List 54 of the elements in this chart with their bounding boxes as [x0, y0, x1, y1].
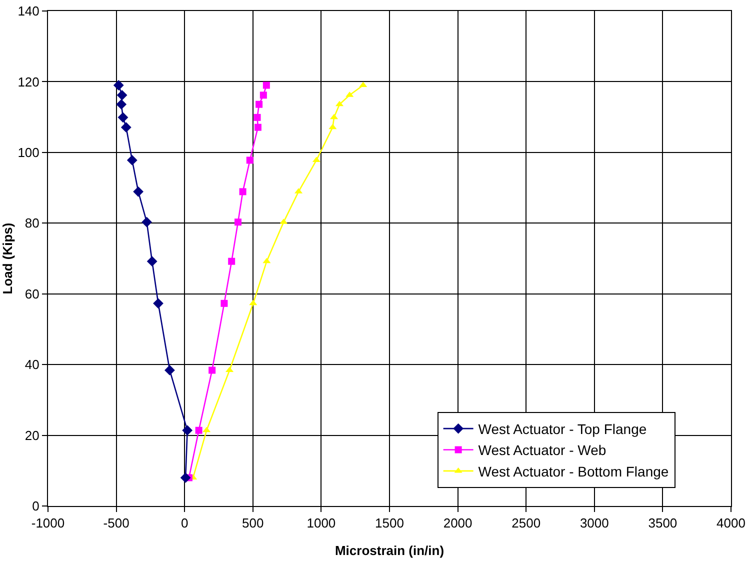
point	[153, 298, 164, 309]
point	[202, 426, 211, 432]
x-tick-label: 1000	[306, 516, 336, 531]
point	[116, 99, 127, 110]
point	[254, 124, 262, 131]
y-axis-title: Load (Kips)	[0, 222, 15, 294]
legend-label: West Actuator - Top Flange	[478, 421, 647, 438]
x-tick-label: -1000	[31, 516, 65, 531]
y-tick-label: 100	[18, 144, 40, 160]
x-tick-label: -500	[103, 516, 130, 531]
point	[254, 114, 261, 121]
point	[228, 258, 236, 265]
point	[146, 256, 158, 267]
point	[330, 114, 338, 120]
legend-label: West Actuator - Bottom Flange	[478, 463, 669, 480]
legend-label: West Actuator - Web	[478, 442, 606, 458]
x-tick-label: 0	[180, 516, 188, 531]
y-tick-label: 140	[18, 4, 40, 19]
point	[239, 188, 246, 196]
y-tick-label: 20	[24, 428, 40, 443]
y-tick-label: 40	[24, 357, 40, 372]
point	[182, 425, 193, 436]
y-tick-label: 120	[18, 74, 40, 90]
y-tick-label: 60	[24, 286, 40, 302]
point	[246, 156, 254, 164]
point	[256, 100, 263, 108]
point	[328, 124, 337, 130]
point	[195, 426, 202, 434]
point	[126, 155, 138, 166]
x-tick-label: 500	[242, 516, 264, 531]
point	[249, 300, 258, 306]
x-axis-title: Microstrain (in/in)	[334, 543, 444, 558]
point	[234, 218, 242, 226]
point	[262, 82, 270, 89]
point	[113, 80, 124, 90]
point	[180, 472, 191, 483]
x-tick-label: 2500	[512, 516, 541, 531]
y-tick-label: 80	[24, 216, 40, 231]
x-tick-label: 1500	[375, 516, 404, 531]
point	[133, 186, 144, 197]
x-tick-label: 4000	[716, 516, 746, 531]
point	[118, 112, 128, 123]
point	[142, 216, 152, 228]
point	[116, 90, 128, 100]
point	[120, 122, 132, 133]
point	[208, 366, 216, 374]
x-tick-label: 2000	[443, 516, 472, 531]
x-tick-label: 3000	[580, 516, 609, 531]
point	[164, 365, 175, 376]
point	[262, 258, 271, 264]
x-tick-label: 3500	[648, 516, 678, 531]
point	[260, 92, 267, 99]
y-tick-label: 0	[32, 498, 40, 514]
point	[220, 300, 228, 307]
